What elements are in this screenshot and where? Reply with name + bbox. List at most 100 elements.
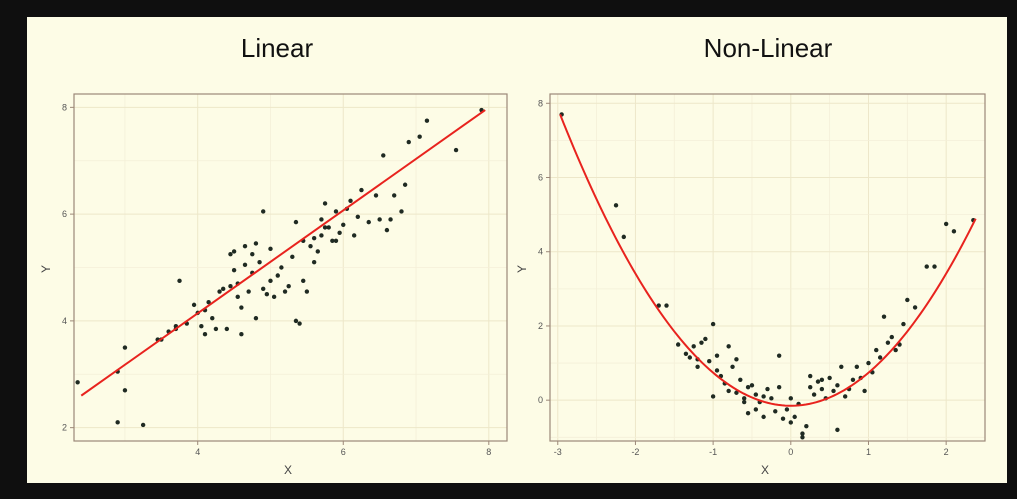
data-point bbox=[784, 407, 790, 412]
data-point bbox=[366, 219, 371, 225]
data-point bbox=[220, 286, 226, 292]
data-point bbox=[271, 294, 277, 300]
y-tick-label: 8 bbox=[538, 98, 543, 108]
data-point bbox=[308, 243, 313, 249]
panel-border-nonlinear bbox=[549, 93, 986, 442]
charts-canvas: Linear Non-Linear X Y X Y 4 6 8 2 4 6 8 -3 -2 -1 0… bbox=[39, 33, 986, 477]
y-tick-label: 6 bbox=[62, 209, 67, 219]
data-point bbox=[304, 289, 310, 294]
data-point bbox=[850, 377, 856, 382]
data-point bbox=[695, 364, 700, 369]
data-point bbox=[453, 147, 459, 153]
data-point bbox=[191, 302, 197, 308]
data-point bbox=[177, 278, 182, 284]
data-point bbox=[745, 410, 751, 416]
data-point bbox=[231, 249, 237, 254]
data-point bbox=[322, 201, 328, 206]
data-point bbox=[388, 217, 393, 222]
x-tick-label: 1 bbox=[866, 447, 871, 457]
data-point bbox=[745, 384, 751, 390]
data-point bbox=[424, 118, 430, 123]
data-point bbox=[75, 380, 80, 385]
data-point bbox=[932, 264, 937, 269]
data-point bbox=[301, 278, 306, 284]
y-tick-label: 0 bbox=[538, 395, 543, 405]
data-point bbox=[769, 396, 774, 401]
plot-nonlinear: -3 -2 -1 0 1 2 0 2 4 6 8 bbox=[538, 93, 986, 457]
data-point bbox=[210, 316, 215, 321]
data-point bbox=[788, 420, 794, 425]
data-point bbox=[905, 297, 910, 303]
data-point bbox=[874, 347, 879, 353]
data-point bbox=[707, 359, 712, 364]
data-point bbox=[753, 407, 759, 412]
data-point bbox=[279, 265, 284, 270]
data-point bbox=[406, 139, 411, 145]
data-point bbox=[710, 394, 716, 399]
plot-linear: 4 6 8 2 4 6 8 bbox=[62, 93, 508, 457]
data-point bbox=[819, 386, 825, 392]
data-point bbox=[384, 227, 390, 233]
data-point bbox=[800, 431, 805, 436]
plot-layer: 4 6 8 2 4 6 8 -3 -2 -1 0 1 2 0 2 4 6 8 bbox=[62, 93, 986, 457]
data-point bbox=[377, 217, 382, 222]
data-point bbox=[889, 334, 894, 340]
chart-title-nonlinear: Non-Linear bbox=[704, 33, 833, 63]
data-point bbox=[749, 383, 755, 388]
y-tick-label: 6 bbox=[538, 173, 543, 183]
data-point bbox=[819, 377, 825, 382]
data-point bbox=[881, 314, 887, 319]
data-point bbox=[348, 198, 353, 203]
data-point bbox=[943, 221, 949, 227]
data-point bbox=[333, 238, 339, 244]
fit-curve bbox=[559, 114, 977, 407]
data-point bbox=[664, 303, 669, 308]
data-point bbox=[831, 388, 836, 394]
data-point bbox=[800, 435, 805, 440]
data-point bbox=[264, 291, 270, 297]
data-point bbox=[319, 233, 324, 238]
x-tick-label: 8 bbox=[486, 447, 491, 457]
data-point bbox=[773, 409, 778, 414]
data-point bbox=[808, 384, 813, 390]
data-point bbox=[835, 383, 840, 388]
data-point bbox=[885, 340, 891, 345]
data-point bbox=[726, 388, 731, 394]
y-axis-label-linear: Y bbox=[39, 265, 53, 273]
data-point bbox=[804, 423, 809, 429]
data-point bbox=[730, 364, 735, 369]
panel-border-linear bbox=[73, 93, 508, 442]
panel-bg-nonlinear bbox=[550, 94, 985, 441]
data-point bbox=[341, 222, 346, 227]
data-point bbox=[275, 273, 280, 278]
fit-line bbox=[80, 109, 486, 397]
y-tick-label: 2 bbox=[538, 321, 543, 331]
data-point bbox=[351, 233, 357, 238]
data-point bbox=[753, 392, 759, 397]
data-point bbox=[286, 283, 291, 289]
data-point bbox=[355, 214, 361, 219]
x-tick-label: 2 bbox=[944, 447, 949, 457]
data-point bbox=[268, 246, 273, 252]
data-point bbox=[231, 267, 237, 273]
y-tick-label: 4 bbox=[62, 316, 67, 326]
data-point bbox=[319, 217, 324, 222]
data-point bbox=[683, 351, 689, 356]
x-tick-label: -3 bbox=[554, 447, 562, 457]
data-point bbox=[924, 264, 929, 269]
data-point bbox=[656, 303, 661, 308]
data-point bbox=[710, 321, 716, 327]
data-point bbox=[687, 355, 693, 360]
data-point bbox=[734, 390, 739, 395]
data-point bbox=[815, 379, 821, 384]
data-point bbox=[322, 225, 328, 230]
data-point bbox=[228, 251, 233, 257]
data-point bbox=[726, 344, 731, 349]
data-point bbox=[714, 368, 720, 373]
data-point bbox=[776, 384, 782, 390]
data-point bbox=[839, 364, 844, 369]
data-point bbox=[235, 294, 240, 300]
data-point bbox=[842, 394, 848, 399]
data-point bbox=[202, 332, 208, 337]
data-point bbox=[315, 249, 320, 254]
